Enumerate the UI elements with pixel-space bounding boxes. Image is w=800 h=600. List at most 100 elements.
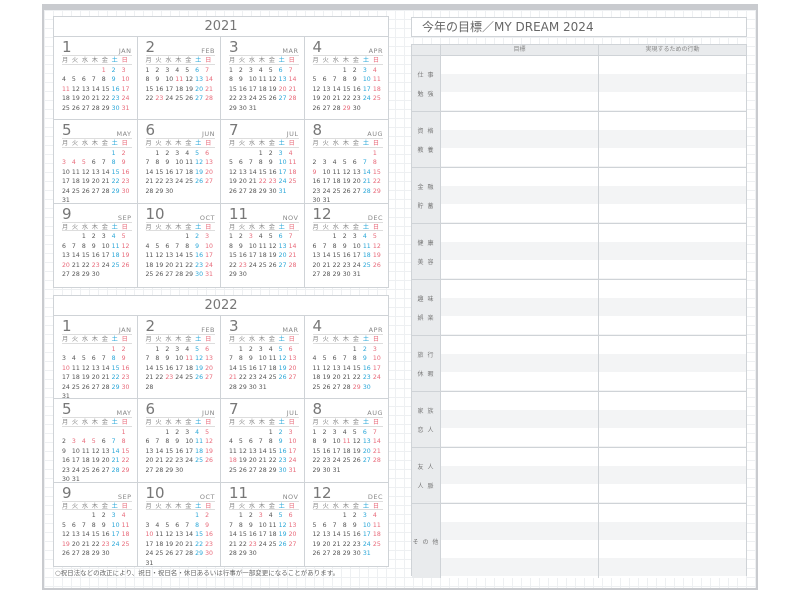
month-abbr: DEC: [367, 213, 383, 222]
month-abbr: MAR: [282, 47, 299, 55]
day: 1: [121, 428, 126, 436]
action-field[interactable]: [599, 448, 746, 503]
day: 26: [372, 261, 381, 269]
day: 14: [229, 531, 237, 539]
day: 28: [288, 95, 297, 102]
day: 10: [62, 168, 70, 176]
day: 6: [62, 242, 66, 250]
day: 27: [278, 95, 287, 102]
day: 15: [111, 364, 120, 372]
day: 6: [322, 76, 327, 83]
day: 30: [248, 550, 257, 558]
action-field[interactable]: [599, 392, 746, 447]
day: 14: [145, 168, 154, 176]
month: 5 MAY 月火水木金土日 1 2 3 4 5 6 7 8 9 10 11 12 13 14 15 16 17 18 19…: [54, 120, 138, 204]
day: 15: [111, 168, 120, 176]
month: 4 APR 月火水木金土日 1 2 3 4 5 6 7 8 9 10 11 12 13 14 15 16 17 18 19…: [304, 316, 388, 400]
action-field[interactable]: [599, 224, 746, 279]
day: 4: [155, 521, 160, 529]
day: 8: [185, 242, 190, 250]
day: 11: [312, 364, 321, 372]
weekday-label: 月: [229, 336, 236, 343]
day: 27: [91, 187, 100, 195]
day: 16: [238, 85, 247, 93]
day: 22: [342, 95, 351, 102]
weekday-label: 火: [238, 57, 246, 64]
weekday-label: 金: [185, 502, 192, 510]
day: 2: [322, 428, 327, 436]
action-field[interactable]: [599, 504, 746, 578]
day: 17: [248, 252, 257, 260]
weekday-label: 木: [258, 57, 265, 64]
day: 30: [268, 187, 277, 195]
goal-field[interactable]: [441, 392, 599, 447]
day: 23: [155, 95, 164, 102]
goal-field[interactable]: [441, 504, 599, 578]
weekday-label: 金: [352, 57, 359, 64]
day: 14: [362, 168, 371, 176]
goal-field[interactable]: [441, 224, 599, 279]
action-field[interactable]: [599, 56, 746, 111]
weekday-label: 土: [111, 502, 118, 510]
weekday-label: 日: [205, 419, 212, 427]
day: 7: [145, 355, 150, 362]
weekday-label: 金: [352, 223, 359, 231]
day: 14: [71, 252, 80, 260]
goal-section: 金 融貯 蓄: [412, 168, 746, 224]
day: 25: [268, 374, 277, 381]
goal-field[interactable]: [441, 168, 599, 223]
day: 26: [195, 374, 204, 381]
day: 15: [372, 168, 381, 176]
day: 5: [268, 66, 273, 74]
day: 19: [205, 447, 213, 455]
weekday-label: 月: [312, 502, 319, 510]
day: 26: [312, 104, 321, 112]
day: 28: [258, 466, 267, 474]
month-abbr: JAN: [118, 326, 132, 334]
day: 3: [101, 233, 106, 241]
day: 10: [332, 438, 341, 446]
day: 9: [362, 355, 367, 362]
day: 27: [248, 466, 257, 474]
weekday-label: 土: [111, 336, 118, 343]
day: 16: [362, 364, 371, 372]
day: 4: [258, 66, 263, 74]
day: 22: [258, 178, 267, 186]
weekday-label: 木: [175, 57, 182, 64]
weekday-label: 日: [121, 336, 128, 343]
day: 14: [145, 364, 154, 372]
day: 6: [205, 149, 209, 157]
goal-field[interactable]: [441, 112, 599, 167]
action-field[interactable]: [599, 112, 746, 167]
day: 19: [81, 178, 90, 186]
month-number: 9: [62, 204, 72, 223]
goal-field[interactable]: [441, 56, 599, 111]
day: 15: [332, 252, 341, 260]
day: 11: [258, 76, 267, 83]
day: 28: [111, 466, 120, 474]
day: 28: [362, 187, 371, 195]
action-field[interactable]: [599, 168, 746, 223]
weekday-label: 月: [229, 140, 236, 148]
day: 22: [165, 457, 174, 465]
weekday-label: 日: [372, 419, 380, 427]
day: 19: [268, 252, 277, 260]
goal-field[interactable]: [441, 336, 599, 391]
action-field[interactable]: [599, 280, 746, 335]
day: 28: [175, 271, 184, 279]
weekday-label: 木: [175, 336, 182, 343]
goal-section: 資 格教 養: [412, 112, 746, 168]
day: 4: [372, 512, 377, 520]
day: 9: [238, 76, 243, 83]
month-abbr: APR: [368, 47, 383, 55]
day: 21: [205, 85, 213, 93]
goal-field[interactable]: [441, 448, 599, 503]
action-field[interactable]: [599, 336, 746, 391]
day: 27: [322, 550, 331, 558]
day: 7: [332, 76, 337, 83]
day: 16: [111, 85, 120, 93]
day: 21: [288, 85, 297, 93]
goal-field[interactable]: [441, 280, 599, 335]
day: 2: [268, 149, 273, 157]
day: 15: [342, 531, 351, 539]
